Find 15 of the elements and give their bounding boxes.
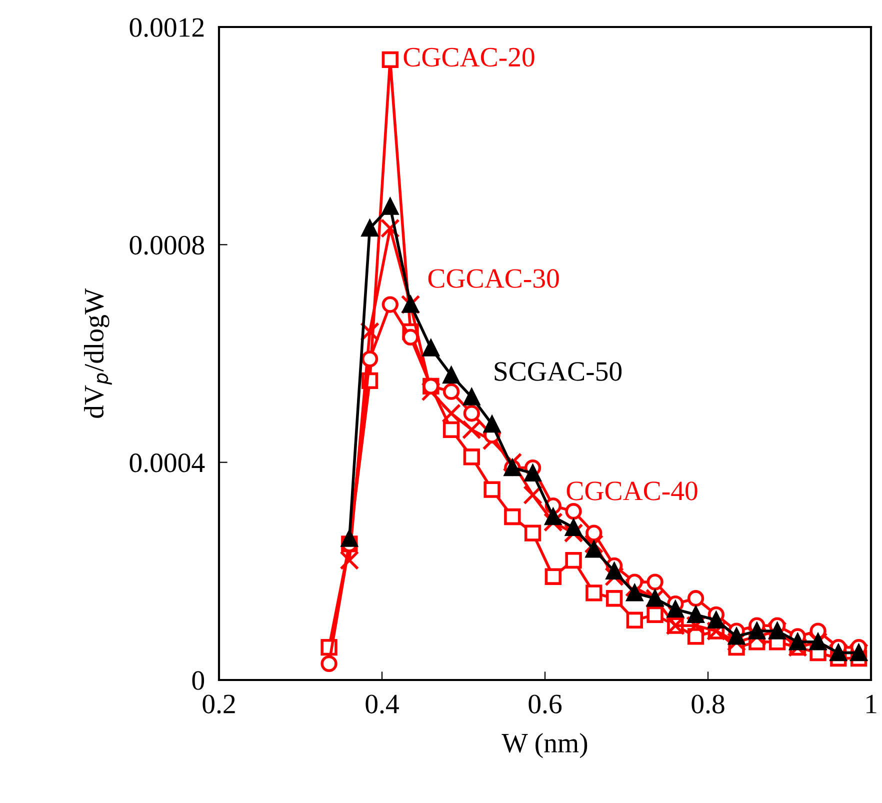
x-tick-label: 0.6 (528, 694, 562, 714)
x-tick-label: 0.4 (366, 694, 399, 714)
series-label: CGCAC-40 (566, 482, 698, 500)
y-tick-label: 0.0012 (130, 18, 204, 38)
series-label: CGCAC-30 (428, 269, 559, 288)
y-axis-title: dV$_{p}$/dlogW (84, 288, 112, 418)
y-tick-label: 0.0004 (130, 454, 205, 472)
y-tick-label: 0 (192, 671, 204, 690)
series-label: CGCAC-20 (404, 48, 534, 67)
x-axis-title: W (nm) (502, 732, 588, 758)
series-label: SCGAC-50 (494, 362, 622, 381)
y-tick-label: 0.0008 (130, 236, 204, 255)
x-tick-label: 1 (866, 694, 876, 714)
x-tick-label: 0.2 (202, 694, 235, 714)
x-tick-label: 0.8 (692, 694, 724, 714)
